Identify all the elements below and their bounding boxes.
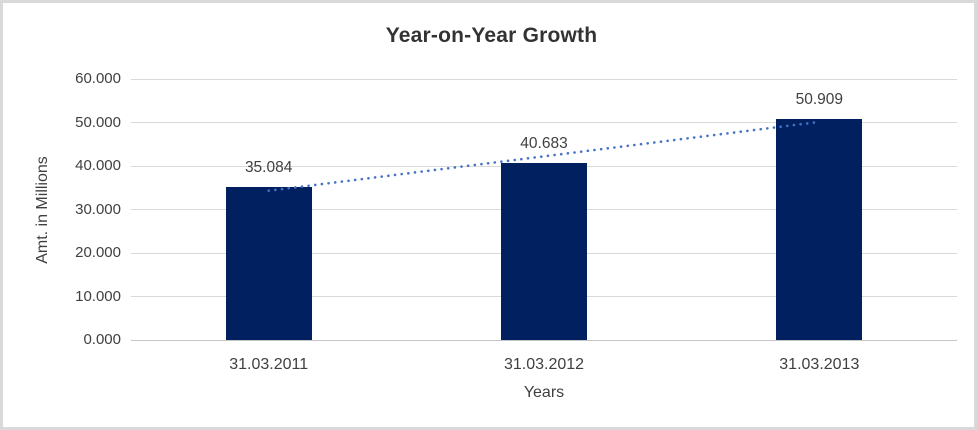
x-tick-label: 31.03.2013 [779,356,860,373]
y-tick-label: 30.000 [75,200,121,218]
gridline [131,78,957,80]
data-label: 35.084 [244,159,293,177]
x-axis-line [131,340,957,341]
x-tick-label: 31.03.2011 [229,356,309,373]
data-label: 50.909 [795,90,844,108]
y-tick-label: 50.000 [75,113,121,131]
y-tick-label: 10.000 [75,287,121,305]
y-tick-label: 0.000 [83,331,121,348]
chart-title: Year-on-Year Growth [385,24,598,47]
y-tick-label: 20.000 [75,244,121,261]
x-tick-label: 31.03.2012 [503,356,585,373]
bar-31.03.2011 [225,187,312,340]
data-label: 40.683 [520,135,568,153]
plot-area: 0.000 10.000 20.000 30.000 40.000 50.000 60.00… [3,3,974,427]
x-axis-title: Years [523,384,565,401]
bar-31.03.2012 [501,163,587,340]
y-tick-label: 40.000 [75,157,121,174]
y-tick-label: 60.000 [75,70,121,87]
bar-31.03.2013 [776,118,863,340]
